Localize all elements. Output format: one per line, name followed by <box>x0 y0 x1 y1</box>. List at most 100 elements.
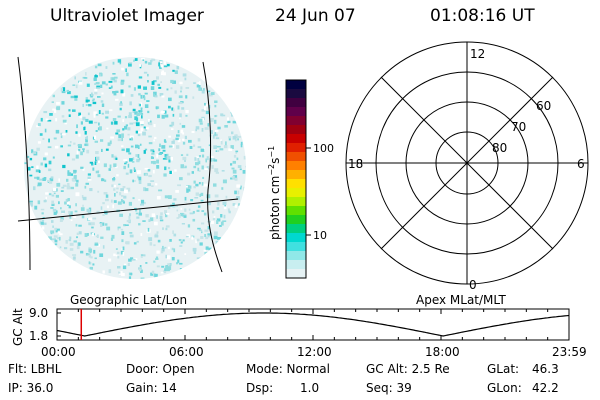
uv-speckle <box>166 156 171 160</box>
uv-speckle <box>171 121 175 126</box>
uv-speckle <box>157 114 160 119</box>
colorbar-segment <box>286 134 306 144</box>
uv-speckle <box>177 139 181 143</box>
uv-speckle <box>117 255 120 259</box>
uv-speckle <box>192 96 195 99</box>
uv-speckle <box>234 204 238 208</box>
uv-speckle <box>105 83 108 86</box>
uv-speckle <box>105 110 109 114</box>
uv-speckle <box>172 204 176 208</box>
uv-speckle <box>133 242 137 245</box>
uv-speckle <box>132 197 135 200</box>
uv-speckle <box>197 205 201 208</box>
uv-speckle <box>202 88 205 91</box>
uv-speckle <box>52 225 54 228</box>
uv-speckle <box>184 77 187 81</box>
uv-speckle <box>163 72 166 76</box>
uv-speckle <box>70 173 73 176</box>
uv-speckle <box>184 196 187 201</box>
uv-speckle <box>39 178 43 181</box>
uv-speckle <box>205 110 210 115</box>
uv-speckle <box>186 153 189 156</box>
uv-speckle <box>73 214 77 218</box>
colorbar-segment <box>286 107 306 117</box>
uv-speckle <box>172 113 175 117</box>
uv-speckle <box>153 160 156 165</box>
uv-speckle <box>185 235 189 238</box>
uv-speckle <box>101 92 104 95</box>
uv-speckle <box>68 239 72 242</box>
uv-speckle <box>201 182 204 186</box>
uv-speckle <box>159 143 161 147</box>
uv-speckle <box>137 133 141 137</box>
uv-speckle <box>88 179 92 181</box>
uv-speckle <box>153 139 155 142</box>
uv-speckle <box>184 253 187 255</box>
uv-speckle <box>65 130 68 133</box>
uv-speckle <box>45 118 49 121</box>
uv-speckle <box>78 224 82 227</box>
uv-speckle <box>91 222 95 226</box>
gc-alt-axis-label: GC Alt <box>11 308 25 346</box>
uv-speckle <box>105 194 109 198</box>
uv-speckle <box>188 185 192 189</box>
mlt-label-18: 18 <box>348 157 363 171</box>
uv-speckle <box>159 219 164 222</box>
uv-speckle <box>231 176 235 179</box>
uv-speckle <box>207 123 210 127</box>
uv-speckle <box>171 247 174 251</box>
uv-speckle <box>89 262 92 265</box>
uv-speckle <box>164 268 166 271</box>
uv-speckle <box>115 98 119 101</box>
uv-speckle <box>121 137 123 142</box>
uv-speckle <box>34 176 38 179</box>
uv-speckle <box>38 170 41 173</box>
uv-speckle <box>168 105 171 109</box>
uv-speckle <box>93 114 96 118</box>
uv-speckle <box>89 188 93 192</box>
uv-speckle <box>142 131 146 136</box>
uv-speckle <box>135 208 138 212</box>
uv-speckle <box>225 195 228 199</box>
uv-speckle <box>167 263 171 266</box>
colorbar-segment <box>286 188 306 198</box>
uv-speckle <box>153 124 156 128</box>
uv-speckle <box>156 76 159 80</box>
uv-speckle <box>129 234 134 238</box>
uv-speckle <box>163 173 167 177</box>
uv-speckle <box>165 265 168 269</box>
uv-speckle <box>170 79 174 84</box>
uv-speckle <box>236 157 239 161</box>
uv-speckle <box>225 141 227 146</box>
uv-speckle <box>94 243 99 246</box>
uv-speckle <box>69 215 72 219</box>
uv-speckle <box>200 236 204 239</box>
uv-speckle <box>75 131 78 134</box>
uv-speckle <box>94 242 99 245</box>
uv-speckle <box>223 145 228 149</box>
uv-speckle <box>209 158 213 162</box>
uv-speckle <box>92 98 95 101</box>
date-label: 24 Jun 07 <box>275 6 356 26</box>
uv-speckle <box>65 198 69 203</box>
uv-speckle <box>86 233 89 236</box>
uv-speckle <box>126 148 130 153</box>
uv-speckle <box>78 145 82 149</box>
uv-speckle <box>198 155 201 158</box>
uv-speckle <box>185 110 189 114</box>
uv-speckle <box>143 71 148 74</box>
uv-speckle <box>156 159 159 164</box>
uv-speckle <box>118 183 121 186</box>
uv-speckle <box>133 87 136 91</box>
uv-speckle <box>233 154 237 158</box>
uv-speckle <box>107 142 111 146</box>
glon-label: GLon: <box>487 381 522 395</box>
uv-speckle <box>55 118 58 122</box>
uv-speckle <box>88 248 92 253</box>
uv-speckle <box>165 156 168 160</box>
uv-speckle <box>150 272 153 276</box>
uv-speckle <box>182 239 185 242</box>
mlt-label-12: 12 <box>470 47 485 61</box>
uv-speckle <box>74 97 78 101</box>
uv-speckle <box>116 129 121 133</box>
